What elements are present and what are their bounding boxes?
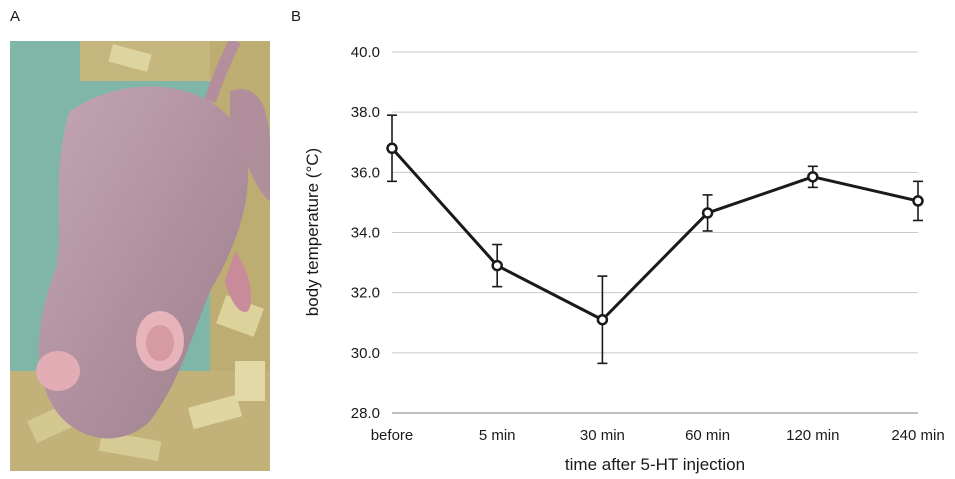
x-tick-label: 240 min xyxy=(891,427,944,444)
mouse-second-body xyxy=(230,89,270,201)
y-tick-label: 36.0 xyxy=(351,164,380,181)
x-axis-title: time after 5-HT injection xyxy=(565,455,745,474)
y-tick-label: 34.0 xyxy=(351,225,380,242)
series xyxy=(386,114,924,365)
x-tick-label: 60 min xyxy=(685,427,730,444)
y-axis-title: body temperature (°C) xyxy=(303,148,322,316)
panel-label-b: B xyxy=(291,8,302,25)
x-axis-ticks: before 5 min 30 min 60 min 120 min 240 min xyxy=(371,427,945,444)
y-tick-label: 40.0 xyxy=(351,44,380,61)
y-tick-label: 28.0 xyxy=(351,405,380,422)
grid xyxy=(392,51,918,414)
y-tick-label: 38.0 xyxy=(351,104,380,121)
x-tick-label: before xyxy=(371,427,414,444)
panel-label-a: A xyxy=(10,8,21,25)
data-point xyxy=(386,142,398,155)
x-tick-label: 5 min xyxy=(479,427,516,444)
mouse-paw xyxy=(225,251,252,312)
mouse-body xyxy=(38,86,249,439)
y-tick-label: 30.0 xyxy=(351,345,380,362)
data-point xyxy=(596,313,609,326)
series-line xyxy=(390,147,919,322)
y-tick-label: 32.0 xyxy=(351,285,380,302)
x-tick-label: 120 min xyxy=(786,427,839,444)
mouse-tail xyxy=(204,41,241,103)
data-point xyxy=(807,171,819,183)
data-point xyxy=(912,195,924,207)
mouse-photo xyxy=(10,41,270,471)
data-point xyxy=(491,259,503,272)
data-point xyxy=(701,207,714,219)
mouse-ear xyxy=(36,351,80,391)
x-tick-label: 30 min xyxy=(580,427,625,444)
y-axis-ticks: 28.0 30.0 32.0 34.0 36.0 38.0 40.0 xyxy=(351,44,380,422)
